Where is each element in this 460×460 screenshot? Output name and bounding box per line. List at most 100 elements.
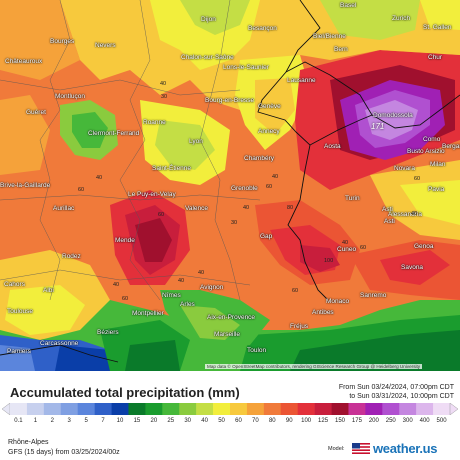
city-label: Grenoble <box>231 185 258 192</box>
city-label: Carcassonne <box>40 340 79 347</box>
model-label: Model: <box>328 446 345 452</box>
scale-swatch <box>145 403 163 415</box>
contour-value-label: 40 <box>198 270 205 276</box>
city-label: Albi <box>43 287 54 294</box>
city-label: Toulouse <box>7 308 34 315</box>
city-label: Sanremo <box>360 292 387 299</box>
scale-arrow-low <box>2 403 11 415</box>
contour-value-label: 40 <box>342 240 349 246</box>
city-label: Nîmes <box>162 292 181 299</box>
contour-value-label: 60 <box>414 176 421 182</box>
city-label: Como <box>423 136 441 143</box>
city-label: Le Puy-en-Velay <box>128 191 176 198</box>
contour-value-label: 40 <box>178 278 185 284</box>
city-label: Brive-la-Gaillarde <box>0 182 51 189</box>
scale-tick-label: 90 <box>285 418 293 424</box>
scale-tick-label: 200 <box>368 418 379 424</box>
city-label: Chur <box>428 54 443 61</box>
city-label: Fréjus <box>290 323 309 330</box>
city-label: Genève <box>258 103 281 110</box>
scale-swatch <box>94 403 112 415</box>
scale-swatch <box>213 403 231 415</box>
scale-swatch <box>162 403 180 415</box>
color-scale-ticks: 0.1 1 2 3 5 7 10 15 20 25 30 40 50 60 70 80 90 100 125 150 1… <box>0 418 460 428</box>
contour-value-label: 40 <box>272 174 279 180</box>
city-label: Turin <box>345 195 360 202</box>
city-label: Annecy <box>258 128 280 135</box>
contour-value-label: 60 <box>78 187 85 193</box>
scale-swatch <box>26 403 45 415</box>
scale-swatch <box>297 403 315 415</box>
city-label: Lausanne <box>287 77 316 84</box>
contour-value-label: 60 <box>122 296 129 302</box>
city-label: Lons-le-Saunier <box>223 64 269 71</box>
scale-swatch <box>43 403 62 415</box>
scale-tick-label: 300 <box>402 418 413 424</box>
color-scale-bar <box>2 403 458 415</box>
forecast-period: From Sun 03/24/2024, 07:00pm CDT to Sun … <box>339 383 454 401</box>
region-name: Rhône-Alpes <box>8 439 49 446</box>
city-label: Antibes <box>312 309 334 316</box>
city-label: Pamiers <box>7 348 31 355</box>
contour-value-label: 40 <box>160 81 167 87</box>
scale-tick-label: 5 <box>84 418 88 424</box>
scale-arrow-high <box>449 403 458 415</box>
scale-tick-label: 80 <box>268 418 276 424</box>
scale-tick-label: 15 <box>133 418 141 424</box>
contour-value-label: 30 <box>231 220 238 226</box>
scale-tick-label: 70 <box>252 418 259 424</box>
period-end: to Sun 03/31/2024, 10:00pm CDT <box>349 393 454 400</box>
scale-swatch <box>246 403 265 415</box>
city-label: Asti <box>382 206 393 213</box>
city-label: Gap <box>260 233 273 240</box>
city-label: Montluçon <box>55 93 85 100</box>
scale-tick-label: 60 <box>235 418 242 424</box>
city-label: Asti <box>384 218 395 225</box>
scale-swatch <box>399 403 417 415</box>
scale-swatch <box>314 403 332 415</box>
map-attribution: Map data © OpenStreetMap contributors, r… <box>205 364 423 369</box>
scale-swatch <box>60 403 78 415</box>
us-flag-icon <box>352 443 370 454</box>
model-run: GFS (15 days) from 03/25/2024/00z <box>8 449 120 456</box>
scale-tick-label: 3 <box>67 418 71 424</box>
scale-tick-label: 0.1 <box>14 418 23 424</box>
city-label: Chambéry <box>244 155 274 162</box>
scale-swatch <box>348 403 366 415</box>
contour-value-label: 60 <box>158 212 165 218</box>
contour-value-label: 60 <box>360 245 367 251</box>
city-label: Cahors <box>4 281 25 288</box>
city-label: Domodossola <box>373 112 413 119</box>
city-label: Toulon <box>247 347 267 354</box>
city-label: Nevers <box>95 42 116 49</box>
contour-value-label: 40 <box>411 211 418 217</box>
scale-tick-label: 175 <box>351 418 362 424</box>
city-label: Clermont-Ferrand <box>88 130 140 137</box>
city-label: Besançon <box>248 25 277 32</box>
scale-tick-label: 10 <box>116 418 124 424</box>
precipitation-field <box>0 0 460 371</box>
city-label: Marseille <box>214 331 241 338</box>
precipitation-map[interactable]: Basel Dijon Besançon Zurich St. Gallen Bourge… <box>0 0 460 371</box>
city-label: Zurich <box>392 15 411 22</box>
city-label: Roanne <box>143 119 166 126</box>
city-label: Rodez <box>62 253 81 260</box>
scale-tick-label: 250 <box>385 418 396 424</box>
city-label: Aurillac <box>53 205 75 212</box>
scale-swatch <box>179 403 197 415</box>
scale-tick-label: 40 <box>201 418 208 424</box>
city-label: Genoa <box>414 243 434 250</box>
city-label: Châteauroux <box>5 58 43 65</box>
city-label: Valence <box>185 205 209 212</box>
city-label: Milan <box>430 161 446 168</box>
city-label: Arles <box>180 301 195 308</box>
city-label: Savona <box>401 264 424 271</box>
scale-swatch <box>280 403 298 415</box>
city-label: Avignon <box>200 284 224 291</box>
scale-swatch <box>416 403 434 415</box>
legend-footer: Accumulated total precipitation (mm) Fro… <box>0 371 460 460</box>
city-label: Saint-Étienne <box>152 165 192 172</box>
city-label: Guéret <box>26 109 46 116</box>
city-label: Novara <box>394 165 415 172</box>
